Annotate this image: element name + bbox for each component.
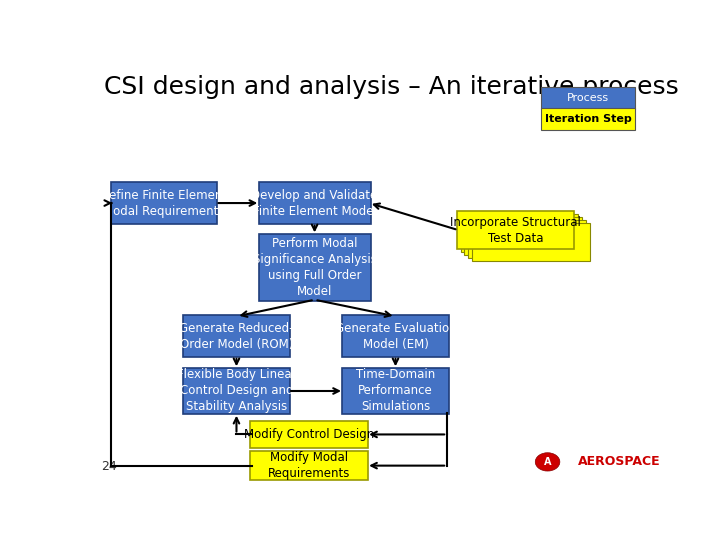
Text: Modify Control Design: Modify Control Design [244,428,374,441]
FancyBboxPatch shape [472,223,590,261]
FancyBboxPatch shape [250,421,368,448]
FancyBboxPatch shape [258,182,371,224]
Text: Define Finite Element
Modal Requirements: Define Finite Element Modal Requirements [100,188,228,218]
FancyBboxPatch shape [258,234,371,301]
Text: Develop and Validate
Finite Element Model: Develop and Validate Finite Element Mode… [251,188,378,218]
Text: Time-Domain
Performance
Simulations: Time-Domain Performance Simulations [356,368,435,414]
FancyBboxPatch shape [342,315,449,357]
Text: Incorporate Structural
Test Data: Incorporate Structural Test Data [450,215,581,245]
FancyBboxPatch shape [468,220,586,258]
FancyBboxPatch shape [541,87,635,109]
Text: AEROSPACE: AEROSPACE [578,455,661,468]
Text: Process: Process [567,93,609,103]
Text: Generate Reduced-
Order Model (ROM): Generate Reduced- Order Model (ROM) [179,322,294,350]
FancyBboxPatch shape [342,368,449,414]
FancyBboxPatch shape [461,214,578,252]
Text: Flexible Body Linear
Control Design and
Stability Analysis: Flexible Body Linear Control Design and … [176,368,297,414]
FancyBboxPatch shape [183,315,289,357]
Text: Generate Evaluation
Model (EM): Generate Evaluation Model (EM) [335,322,456,350]
FancyBboxPatch shape [250,451,368,480]
FancyBboxPatch shape [183,368,289,414]
FancyBboxPatch shape [456,211,575,249]
Text: Modify Modal
Requirements: Modify Modal Requirements [268,451,350,480]
FancyBboxPatch shape [111,182,217,224]
Text: 24: 24 [101,460,117,473]
FancyBboxPatch shape [464,217,582,255]
FancyBboxPatch shape [541,107,635,130]
Text: Iteration Step: Iteration Step [544,114,631,124]
Circle shape [535,453,560,471]
Text: CSI design and analysis – An iterative process: CSI design and analysis – An iterative p… [104,75,679,99]
Text: Perform Modal
Significance Analysis
using Full Order
Model: Perform Modal Significance Analysis usin… [253,237,377,298]
Text: A: A [544,457,552,467]
